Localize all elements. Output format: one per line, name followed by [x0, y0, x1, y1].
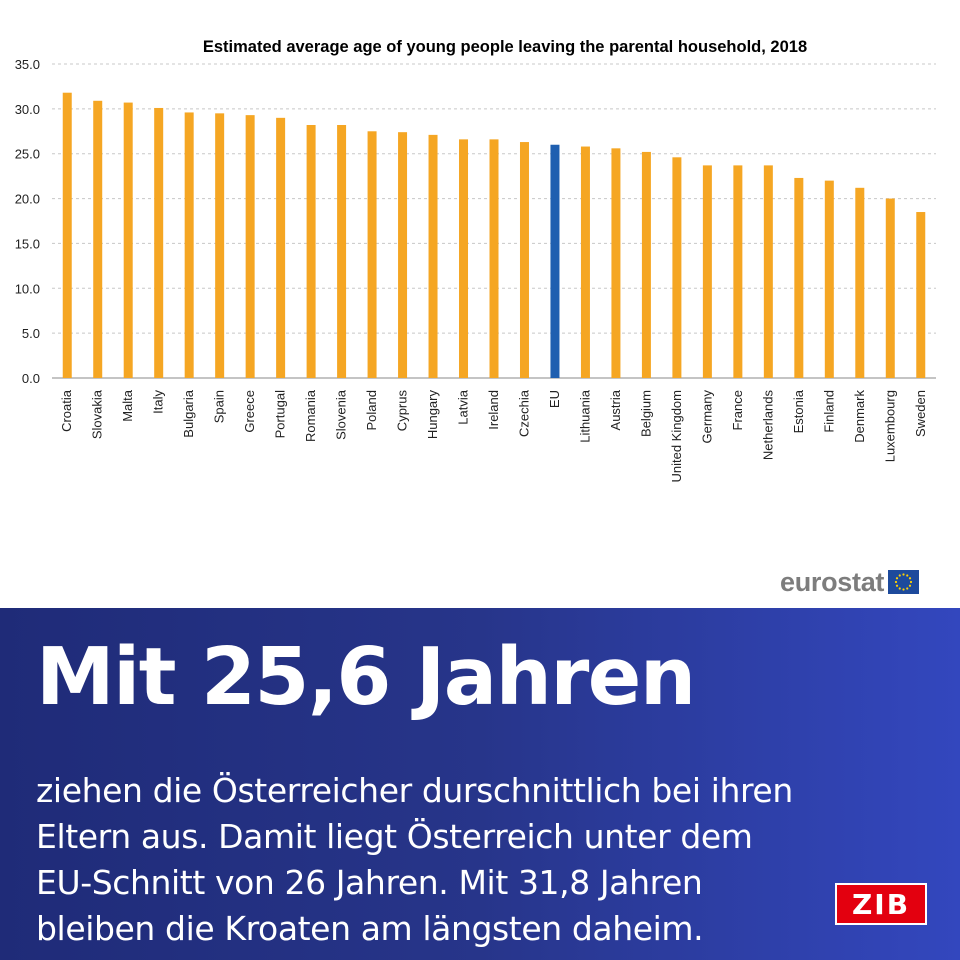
x-tick-label: Latvia: [456, 389, 471, 424]
x-tick-label: Italy: [151, 390, 166, 414]
bar-czechia: [519, 142, 529, 378]
eu-flag-icon: [888, 570, 920, 594]
bar-italy: [154, 107, 164, 379]
x-tick-label: Denmark: [852, 390, 867, 443]
x-tick-label: Estonia: [791, 389, 806, 433]
bar-malta: [123, 102, 133, 378]
chart-area: Estimated average age of young people le…: [14, 38, 936, 602]
x-tick-label: Malta: [120, 389, 135, 422]
bar-sweden: [916, 212, 926, 378]
x-tick-label: Luxembourg: [882, 390, 897, 462]
x-tick-label: Croatia: [59, 389, 74, 432]
x-tick-label: Slovakia: [90, 389, 105, 439]
bar-netherlands: [763, 165, 773, 378]
eurostat-wordmark: eurostat: [780, 566, 885, 597]
x-tick-label: Cyprus: [395, 390, 410, 432]
bar-lithuania: [580, 146, 590, 378]
bar-bulgaria: [184, 112, 194, 379]
x-tick-label: Belgium: [638, 390, 653, 437]
x-tick-label: Bulgaria: [181, 389, 196, 437]
bar-latvia: [459, 139, 469, 378]
y-tick-label: 30.0: [15, 102, 40, 117]
bar-spain: [215, 113, 225, 378]
bar-poland: [367, 131, 377, 378]
x-tick-label: Netherlands: [760, 390, 775, 461]
y-tick-label: 10.0: [15, 281, 40, 296]
x-tick-label: Romania: [303, 389, 318, 442]
x-tick-label: Finland: [821, 390, 836, 433]
caption-line: EU-Schnitt von 26 Jahren. Mit 31,8 Jahre…: [36, 863, 703, 902]
x-tick-label: Hungary: [425, 390, 440, 440]
bar-romania: [306, 125, 316, 379]
x-tick-label: United Kingdom: [669, 390, 684, 483]
bar-france: [733, 165, 743, 378]
x-tick-label: Lithuania: [577, 389, 592, 443]
y-tick-label: 5.0: [22, 326, 40, 341]
x-tick-label: Ireland: [486, 390, 501, 430]
x-tick-label: Czechia: [516, 389, 531, 437]
bar-croatia: [62, 92, 72, 379]
bar-germany: [702, 165, 712, 378]
x-tick-label: Poland: [364, 390, 379, 430]
bar-denmark: [855, 187, 865, 378]
x-tick-label: Greece: [242, 390, 257, 433]
x-tick-label: Portugal: [273, 390, 288, 439]
caption-line: ziehen die Österreicher durschnittlich b…: [36, 771, 793, 810]
caption-panel: Mit 25,6 Jahren ziehen die Österreicher …: [0, 608, 960, 960]
x-tick-label: Spain: [212, 390, 227, 423]
bar-luxembourg: [885, 198, 895, 378]
x-tick-label: Sweden: [913, 390, 928, 437]
eurostat-logo: eurostat: [780, 562, 920, 602]
headline: Mit 25,6 Jahren: [36, 631, 696, 723]
bar-finland: [824, 180, 834, 378]
bar-eu: [550, 144, 560, 378]
bar-austria: [611, 148, 621, 378]
zib-logo-text: ZIB: [851, 887, 911, 921]
y-tick-label: 20.0: [15, 192, 40, 207]
x-tick-label: EU: [547, 390, 562, 408]
chart-title: Estimated average age of young people le…: [203, 38, 807, 56]
bar-ireland: [489, 139, 499, 378]
y-tick-label: 25.0: [15, 147, 40, 162]
bar-greece: [245, 115, 255, 378]
x-tick-label: Austria: [608, 389, 623, 430]
bar-belgium: [641, 151, 651, 378]
y-tick-label: 15.0: [15, 236, 40, 251]
x-tick-label: Germany: [699, 390, 714, 444]
bar-portugal: [276, 117, 286, 378]
bar-estonia: [794, 177, 804, 378]
caption-line: bleiben die Kroaten am längsten daheim.: [36, 909, 704, 948]
y-tick-label: 35.0: [15, 57, 40, 72]
zib-logo: ZIB: [835, 883, 927, 925]
bar-hungary: [428, 134, 438, 378]
bar-cyprus: [398, 132, 408, 378]
bar-slovakia: [93, 100, 103, 378]
bar-chart: Estimated average age of young people le…: [15, 38, 936, 483]
x-tick-label: Slovenia: [334, 389, 349, 440]
bar-united-kingdom: [672, 157, 682, 378]
bar-slovenia: [337, 125, 347, 379]
caption-line: Eltern aus. Damit liegt Österreich unter…: [36, 817, 753, 856]
x-tick-label: France: [730, 390, 745, 430]
y-tick-label: 0.0: [22, 371, 40, 386]
caption-body: ziehen die Österreicher durschnittlich b…: [36, 768, 916, 952]
